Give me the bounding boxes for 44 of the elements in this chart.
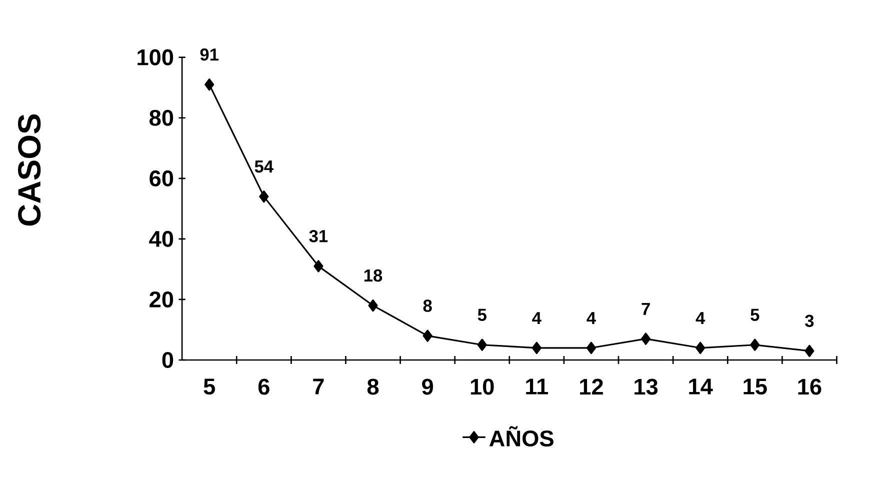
x-tick-label: 15 [744, 378, 767, 395]
point [750, 338, 760, 351]
data-label: 5 [478, 308, 486, 321]
x-tick-label: 16 [798, 378, 822, 395]
data-label: 3 [805, 314, 814, 328]
y-tick-label: 100 [138, 49, 174, 66]
data-label: 8 [423, 300, 432, 312]
x-tick-label: 6 [258, 378, 270, 395]
point [586, 342, 596, 354]
point [314, 260, 324, 272]
y-tick-label: 20 [150, 291, 174, 308]
x-tick-label: 5 [204, 378, 216, 395]
point [368, 299, 378, 312]
data-label: 54 [254, 160, 274, 173]
y-axis-title: CASOS [18, 114, 41, 226]
y-tick-label: 0 [162, 352, 174, 368]
point [532, 342, 542, 354]
y-tick-label: 80 [150, 110, 174, 126]
data-label: 4 [532, 312, 542, 324]
legend-label: AÑOS [489, 426, 554, 447]
point [422, 330, 432, 342]
data-label: 91 [200, 48, 218, 61]
data-label: 7 [642, 302, 650, 315]
x-tick-label: 8 [367, 378, 379, 395]
y-tick-label: 60 [150, 170, 174, 186]
data-label: 4 [696, 312, 706, 324]
x-tick-label: 9 [422, 378, 434, 395]
point [204, 78, 214, 91]
data-label: 4 [586, 312, 596, 324]
x-tick-label: 7 [313, 378, 324, 394]
x-tick-label: 14 [689, 378, 713, 394]
y-tick-label: 40 [149, 230, 174, 247]
x-tick-label: 13 [634, 378, 658, 395]
point [804, 344, 814, 358]
point [477, 338, 487, 351]
data-label: 18 [364, 269, 382, 282]
x-tick-label: 12 [580, 378, 603, 395]
data-label: 5 [750, 308, 760, 321]
x-tick-label: 11 [526, 378, 548, 394]
x-tick-label: 10 [470, 378, 494, 395]
point [696, 342, 706, 354]
data-label: 31 [309, 230, 328, 242]
point [640, 332, 651, 345]
point [259, 190, 269, 203]
